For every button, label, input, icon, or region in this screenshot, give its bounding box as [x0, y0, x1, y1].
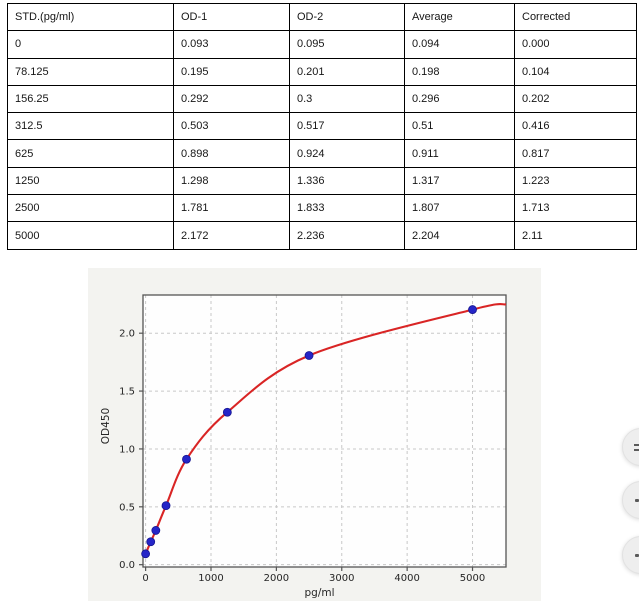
table-cell: 0.416 [514, 112, 637, 141]
y-axis-label: OD450 [100, 408, 112, 444]
table-cell: 1.336 [289, 166, 405, 196]
table-cell: 0 [7, 30, 174, 59]
data-point [141, 549, 151, 559]
table-cell: 0.104 [514, 57, 637, 86]
table-cell: 0.924 [289, 139, 405, 168]
table-cell: 0.000 [514, 30, 637, 59]
table-header-cell: OD-1 [173, 2, 290, 32]
table-header-cell: STD.(pg/ml) [7, 2, 174, 32]
table-cell: 1.833 [289, 194, 405, 223]
plot-area [143, 295, 506, 567]
table-cell: 1250 [7, 166, 174, 196]
menu-lines-icon [634, 449, 639, 451]
table-cell: 156.25 [7, 84, 174, 114]
table-row: 1250 1.298 1.336 1.317 1.223 [7, 166, 637, 196]
table-cell: 0.201 [289, 57, 405, 86]
dot-icon [635, 499, 639, 502]
table-cell: 1.807 [404, 194, 515, 223]
table-cell: 5000 [7, 221, 174, 250]
table-cell: 0.198 [404, 57, 515, 86]
table-row: 78.125 0.195 0.201 0.198 0.104 [7, 57, 637, 86]
table-row: 5000 2.172 2.236 2.204 2.11 [7, 221, 637, 250]
x-tick-label: 5000 [460, 573, 485, 584]
table-cell: 0.195 [173, 57, 290, 86]
data-point [151, 526, 161, 535]
table-cell: 1.781 [173, 194, 290, 223]
standards-table: STD.(pg/ml) OD-1 OD-2 Average Corrected 0 0.09… [7, 2, 637, 250]
gridlines [143, 295, 506, 567]
table-cell: 0.292 [173, 84, 290, 114]
data-points [141, 305, 477, 559]
table-header-row: STD.(pg/ml) OD-1 OD-2 Average Corrected [7, 2, 637, 32]
data-point [146, 537, 156, 547]
x-tick-label: 3000 [329, 573, 354, 584]
table-cell: 2.236 [289, 221, 405, 250]
table-cell: 625 [7, 139, 174, 168]
table-cell: 2.172 [173, 221, 290, 250]
table-row: 156.25 0.292 0.3 0.296 0.202 [7, 84, 637, 114]
table-cell: 1.317 [404, 166, 515, 196]
y-tick-label: 2.0 [119, 329, 135, 340]
table-header-cell: Average [404, 2, 515, 32]
table-cell: 0.911 [404, 139, 515, 168]
fit-curve-line [144, 302, 506, 555]
menu-lines-icon [634, 444, 639, 446]
table-cell: 1.298 [173, 166, 290, 196]
x-tick-label: 4000 [394, 573, 419, 584]
plot-spines [142, 294, 507, 568]
table-cell: 0.51 [404, 112, 515, 141]
table-row: 625 0.898 0.924 0.911 0.817 [7, 139, 637, 168]
table-cell: 1.223 [514, 166, 637, 196]
data-point [182, 454, 191, 464]
table-cell: 312.5 [7, 112, 174, 141]
floating-action-button-2[interactable] [622, 481, 639, 519]
table-cell: 0.094 [404, 30, 515, 59]
dot-icon [635, 554, 639, 557]
table-cell: 0.296 [404, 84, 515, 114]
x-tick-label: 0 [142, 573, 148, 584]
floating-action-button-3[interactable] [622, 536, 639, 574]
standard-curve-chart: 0 1000 2000 3000 4000 5000 0.0 0.5 1.0 1.5 2.0 pg/m… [100, 294, 507, 599]
table-cell: 1.713 [514, 194, 637, 223]
table-cell: 0.095 [289, 30, 405, 59]
standards-table-body: STD.(pg/ml) OD-1 OD-2 Average Corrected 0 0.09… [7, 2, 637, 250]
y-tick-label: 1.0 [119, 444, 135, 455]
x-axis-label: pg/ml [304, 587, 334, 599]
table-row: 312.5 0.503 0.517 0.51 0.416 [7, 112, 637, 141]
data-point [304, 351, 314, 360]
table-cell: 2500 [7, 194, 174, 223]
y-tick-label: 0.0 [119, 560, 135, 571]
table-cell: 2.11 [514, 221, 637, 250]
floating-action-button-1[interactable] [622, 428, 639, 466]
table-cell: 0.3 [289, 84, 405, 114]
table-cell: 0.898 [173, 139, 290, 168]
table-cell: 0.817 [514, 139, 637, 168]
table-cell: 0.517 [289, 112, 405, 141]
table-cell: 0.202 [514, 84, 637, 114]
standard-curve-figure: 0 1000 2000 3000 4000 5000 0.0 0.5 1.0 1.5 2.0 pg/m… [88, 268, 541, 601]
y-tick-label: 0.5 [119, 502, 135, 513]
table-row: 2500 1.781 1.833 1.807 1.713 [7, 194, 637, 223]
table-cell: 0.503 [173, 112, 290, 141]
data-point [468, 305, 477, 314]
data-point [161, 501, 171, 511]
table-cell: 78.125 [7, 57, 174, 86]
table-cell: 0.093 [173, 30, 290, 59]
x-tick-label: 2000 [264, 573, 289, 584]
x-tick-label: 1000 [198, 573, 223, 584]
table-row: 0 0.093 0.095 0.094 0.000 [7, 30, 637, 59]
table-cell: 2.204 [404, 221, 515, 250]
data-point [222, 407, 232, 417]
table-header-cell: OD-2 [289, 2, 405, 32]
axis-ticks [139, 332, 474, 571]
y-tick-label: 1.5 [119, 387, 135, 398]
table-header-cell: Corrected [514, 2, 637, 32]
